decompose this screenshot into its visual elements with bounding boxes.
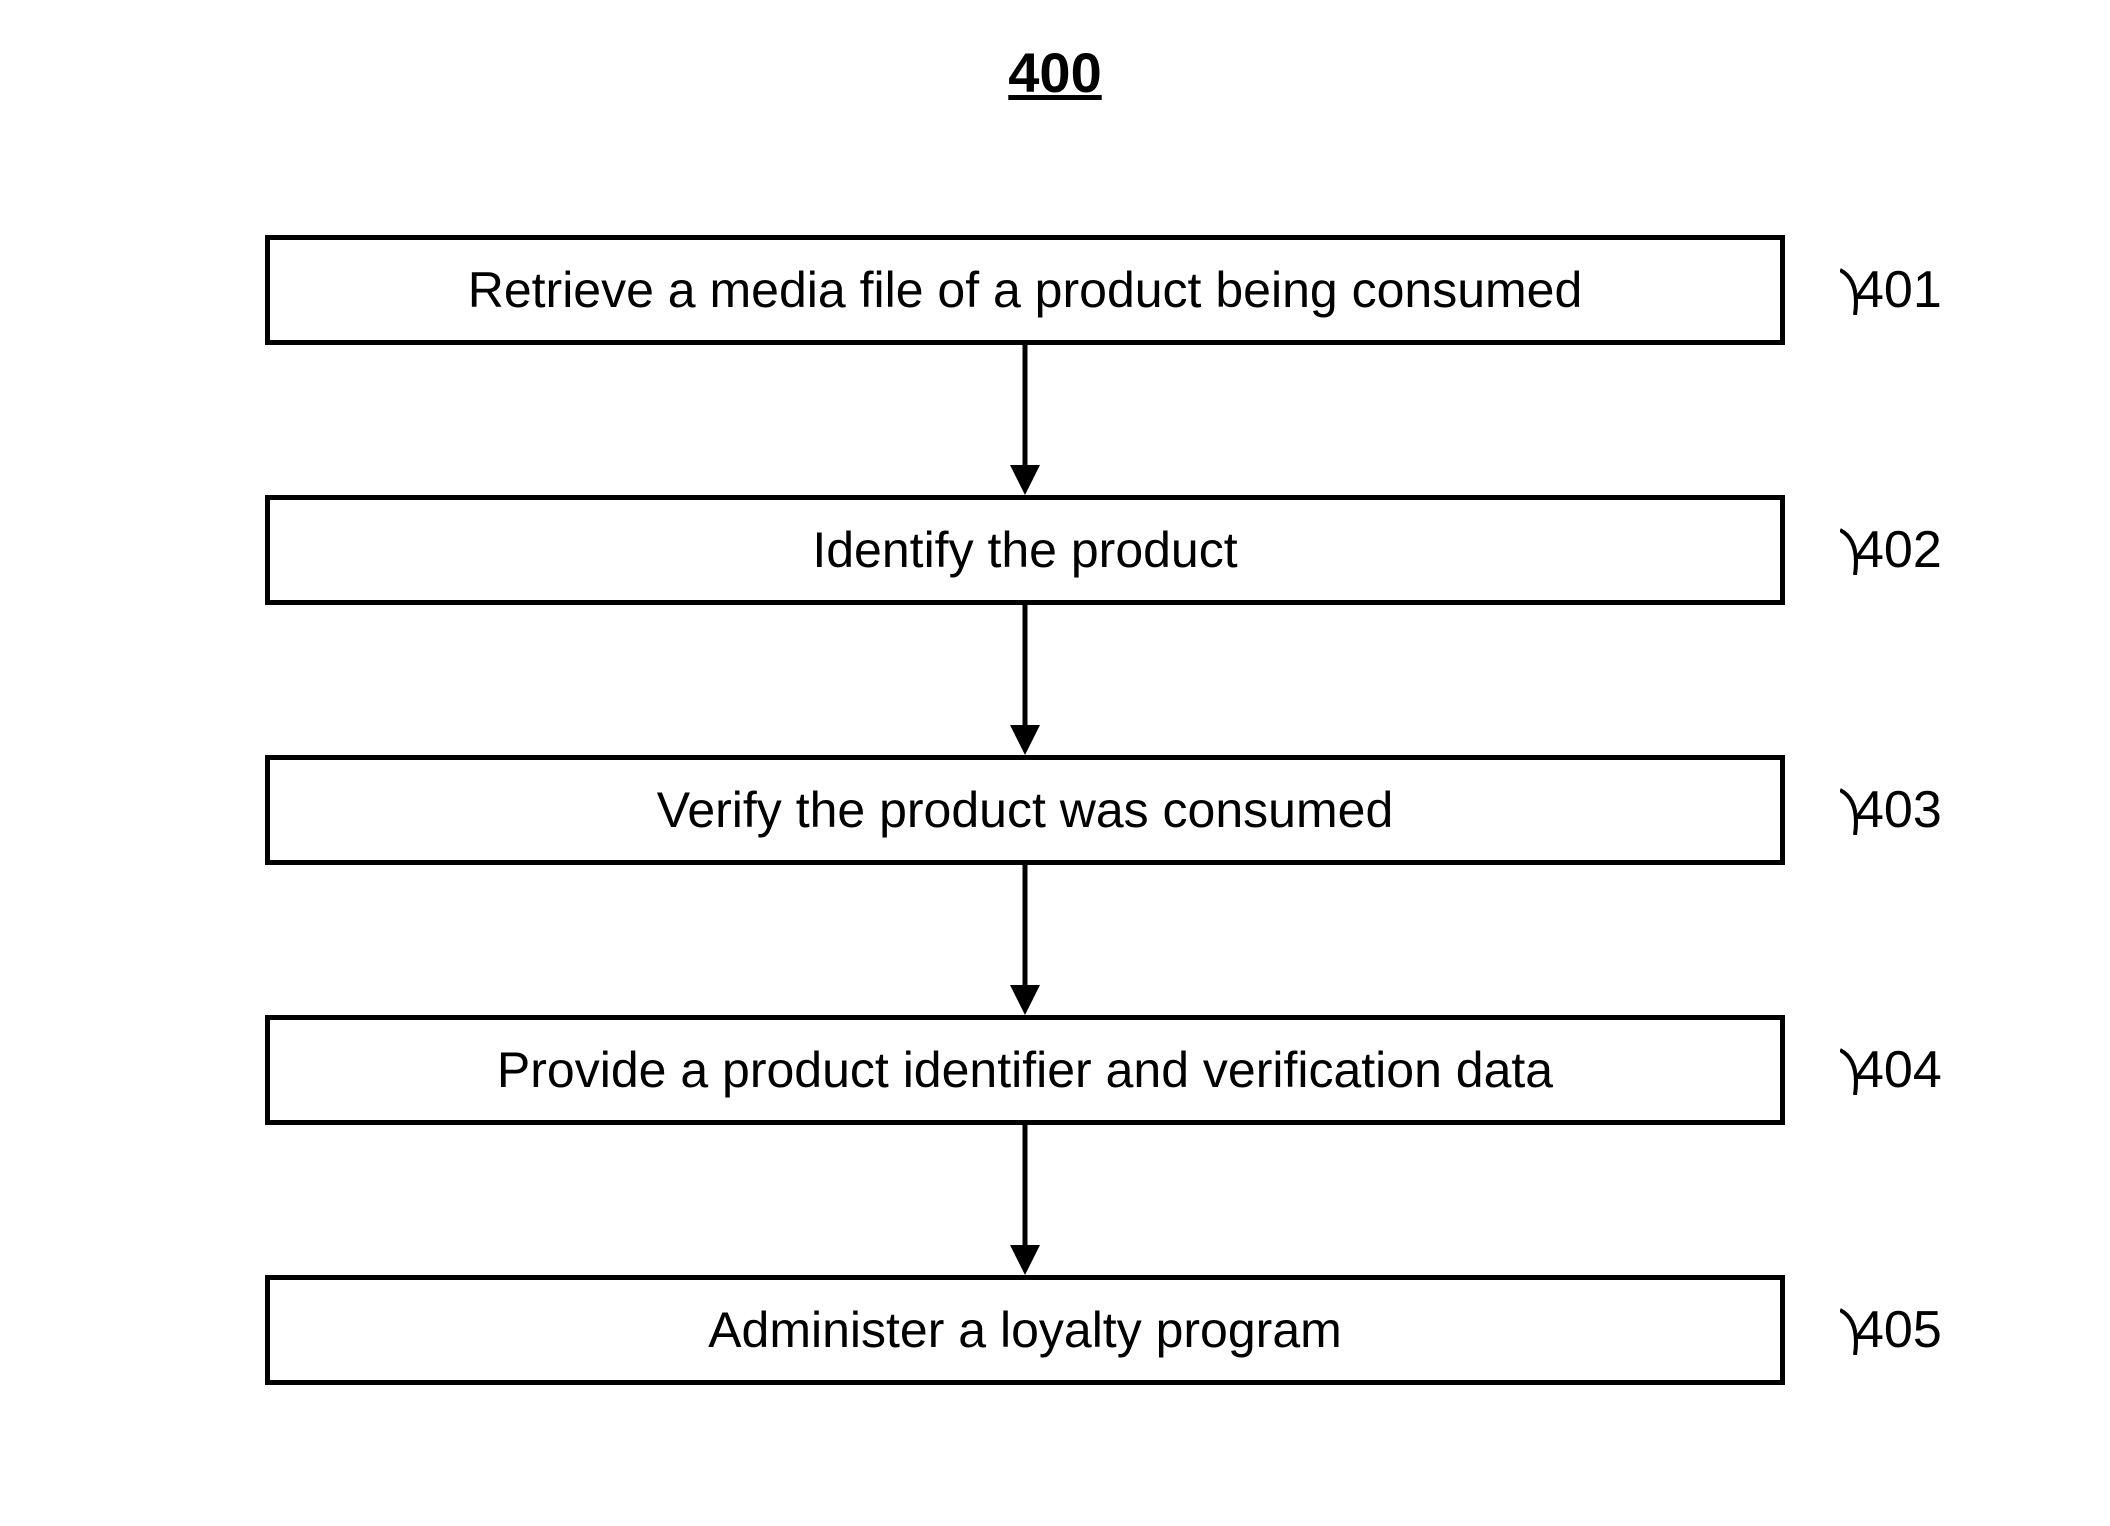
connector-line-5: [1840, 1305, 1880, 1355]
arrow-1: [0, 345, 2110, 495]
step-label-wrapper-4: 404: [1785, 1040, 1985, 1100]
step-label-wrapper-3: 403: [1785, 780, 1985, 840]
step-row-5: Administer a loyalty program 405: [0, 1275, 2110, 1385]
step-row-2: Identify the product 402: [0, 495, 2110, 605]
connector-line-2: [1840, 525, 1880, 575]
flowchart-diagram: 400 Retrieve a media file of a product b…: [0, 40, 2110, 1385]
step-box-3: Verify the product was consumed: [265, 755, 1785, 865]
connector-line-4: [1840, 1045, 1880, 1095]
flowchart-body: Retrieve a media file of a product being…: [0, 235, 2110, 1385]
step-row-4: Provide a product identifier and verific…: [0, 1015, 2110, 1125]
step-box-4: Provide a product identifier and verific…: [265, 1015, 1785, 1125]
arrow-down-icon: [1005, 605, 1045, 755]
step-label-wrapper-2: 402: [1785, 520, 1985, 580]
step-label-wrapper-5: 405: [1785, 1300, 1985, 1360]
arrow-2: [0, 605, 2110, 755]
arrow-4: [0, 1125, 2110, 1275]
arrow-3: [0, 865, 2110, 1015]
step-box-2: Identify the product: [265, 495, 1785, 605]
connector-line-3: [1840, 785, 1880, 835]
step-box-1: Retrieve a media file of a product being…: [265, 235, 1785, 345]
step-row-3: Verify the product was consumed 403: [0, 755, 2110, 865]
arrow-down-icon: [1005, 865, 1045, 1015]
figure-number: 400: [0, 40, 2110, 105]
step-box-5: Administer a loyalty program: [265, 1275, 1785, 1385]
step-label-wrapper-1: 401: [1785, 260, 1985, 320]
arrow-down-icon: [1005, 1125, 1045, 1275]
arrow-down-icon: [1005, 345, 1045, 495]
connector-line-1: [1840, 265, 1880, 315]
step-row-1: Retrieve a media file of a product being…: [0, 235, 2110, 345]
